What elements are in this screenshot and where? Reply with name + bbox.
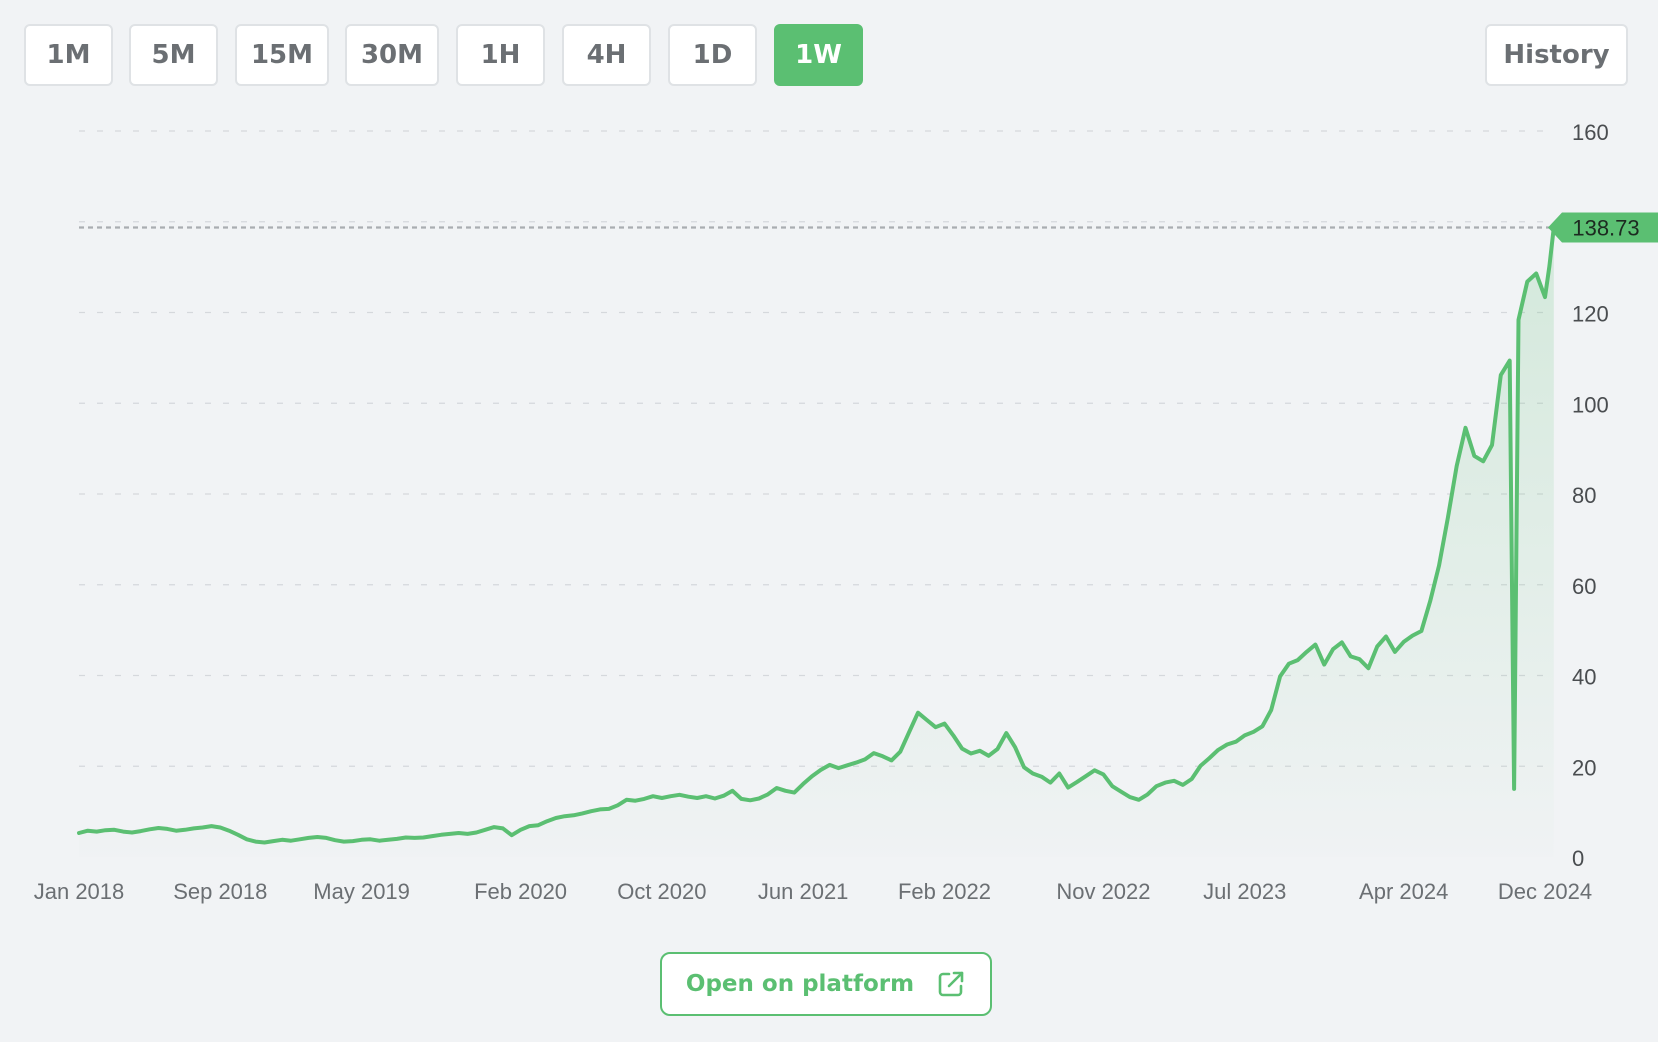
y-tick-label: 80 <box>1572 483 1596 508</box>
x-tick-label: Feb 2022 <box>898 879 991 904</box>
current-price-badge: 138.73 <box>1548 212 1658 243</box>
y-tick-label: 20 <box>1572 755 1596 780</box>
area-fill <box>79 227 1554 857</box>
x-tick-label: Sep 2018 <box>173 879 267 904</box>
price-area <box>79 227 1554 857</box>
x-tick-label: Apr 2024 <box>1359 879 1448 904</box>
timeframe-30m-button[interactable]: 30M <box>345 24 439 86</box>
timeframe-1m-button[interactable]: 1M <box>24 24 113 86</box>
price-line <box>77 225 1556 845</box>
x-axis: Jan 2018 Sep 2018 May 2019 Feb 2020 Oct 2020… <box>34 879 1592 904</box>
timeframe-15m-button[interactable]: 15M <box>235 24 329 86</box>
open-on-platform-button[interactable]: Open on platform <box>660 952 992 1016</box>
x-tick-label: Jul 2023 <box>1203 879 1286 904</box>
y-tick-label: 160 <box>1572 120 1609 145</box>
price-series-line <box>77 225 1556 845</box>
y-tick-label: 0 <box>1572 846 1584 871</box>
x-tick-label: May 2019 <box>313 879 410 904</box>
y-tick-label: 60 <box>1572 574 1596 599</box>
timeframe-5m-button[interactable]: 5M <box>129 24 218 86</box>
external-link-icon <box>936 969 966 999</box>
y-tick-label: 120 <box>1572 302 1609 327</box>
x-tick-label: Dec 2024 <box>1498 879 1592 904</box>
history-button[interactable]: History <box>1485 24 1628 86</box>
y-tick-label: 100 <box>1572 392 1609 417</box>
x-tick-label: Feb 2020 <box>474 879 567 904</box>
timeframe-1h-button[interactable]: 1H <box>456 24 545 86</box>
x-tick-label: Oct 2020 <box>617 879 706 904</box>
x-tick-label: Jun 2021 <box>758 879 849 904</box>
timeframe-4h-button[interactable]: 4H <box>562 24 651 86</box>
current-price-label: 138.73 <box>1572 216 1639 241</box>
y-tick-label: 40 <box>1572 665 1596 690</box>
timeframe-1w-button[interactable]: 1W <box>774 24 863 86</box>
open-on-platform-label: Open on platform <box>685 971 915 997</box>
y-axis: 0 20 40 60 80 100 120 160 <box>1572 120 1609 871</box>
x-tick-label: Jan 2018 <box>34 879 125 904</box>
price-chart: 0 20 40 60 80 100 120 160 Jan 2018 Sep 2018 May 2… <box>34 120 1658 904</box>
timeframe-1d-button[interactable]: 1D <box>668 24 757 86</box>
x-tick-label: Nov 2022 <box>1056 879 1150 904</box>
current-price-badge-shape <box>1548 212 1658 243</box>
